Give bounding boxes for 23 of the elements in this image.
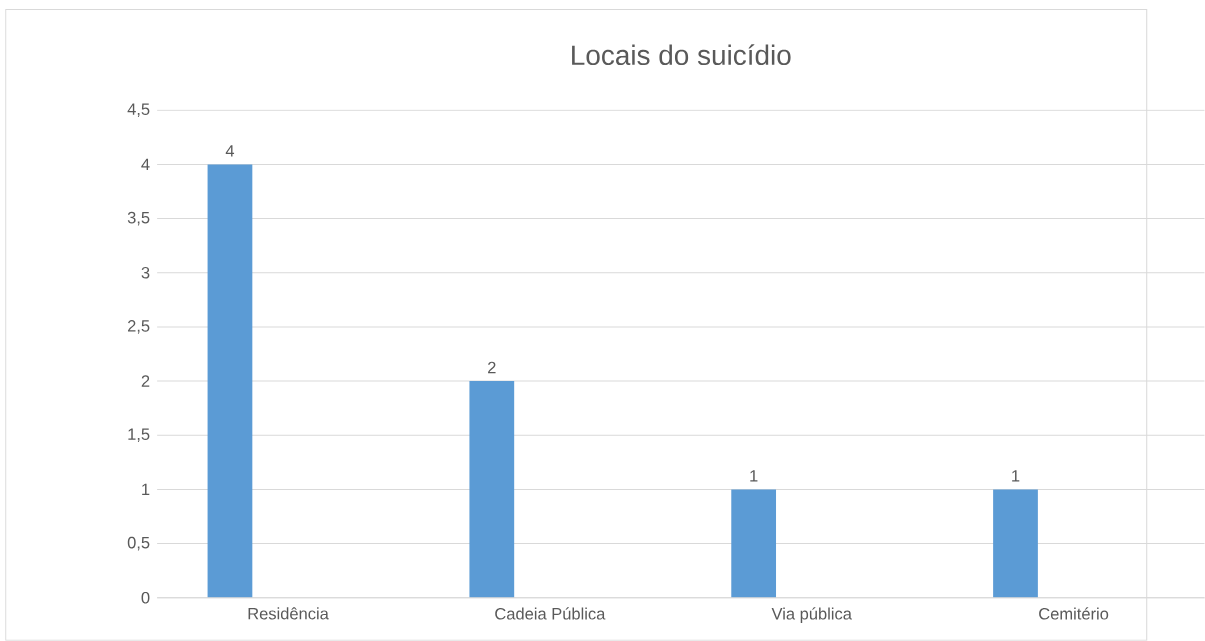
data-label: 2: [488, 361, 496, 374]
x-tick-label: Cadeia Pública: [495, 607, 606, 620]
x-tick-label: Residência: [248, 607, 329, 620]
x-tick-label: Cemitério: [1039, 607, 1109, 620]
data-label: 4: [225, 145, 235, 157]
y-tick-label: 4: [141, 158, 150, 171]
chart-title: Locais do suicídio: [572, 44, 791, 66]
x-tick-label: Via pública: [771, 607, 852, 623]
y-tick-label: 2: [141, 375, 150, 387]
bar: [469, 381, 515, 598]
y-tick-label: 0,5: [127, 536, 150, 551]
data-label: 1: [750, 470, 758, 482]
bar: [207, 164, 253, 598]
y-tick-label: 1,5: [128, 428, 150, 443]
y-tick-label: 3: [141, 266, 150, 279]
bar: [731, 489, 777, 598]
data-label: 1: [1012, 470, 1020, 482]
y-tick-label: 4,5: [127, 103, 150, 118]
y-tick-label: 0: [141, 591, 150, 604]
y-tick-label: 3,5: [127, 211, 150, 226]
y-tick-label: 1: [142, 483, 150, 496]
bar: [993, 489, 1038, 598]
y-tick-label: 2,5: [127, 320, 150, 334]
